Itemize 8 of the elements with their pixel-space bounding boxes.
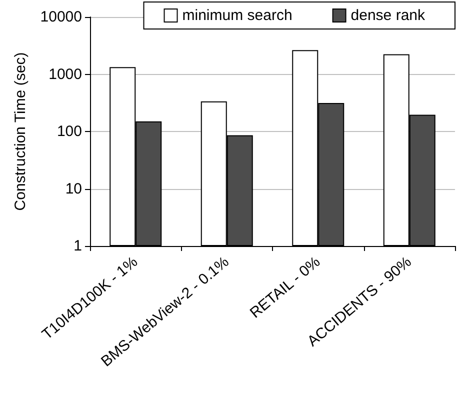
y-tick-label: 100 xyxy=(56,123,82,140)
legend-label: minimum search xyxy=(182,7,292,24)
legend-label: dense rank xyxy=(350,7,426,24)
y-tick-label: 1000 xyxy=(48,66,82,83)
y-tick-label: 10 xyxy=(65,180,82,198)
y-axis-title: Construction Time (sec) xyxy=(12,52,29,211)
y-tick-label: 10000 xyxy=(40,8,82,26)
y-tick-label: 1 xyxy=(74,238,82,254)
